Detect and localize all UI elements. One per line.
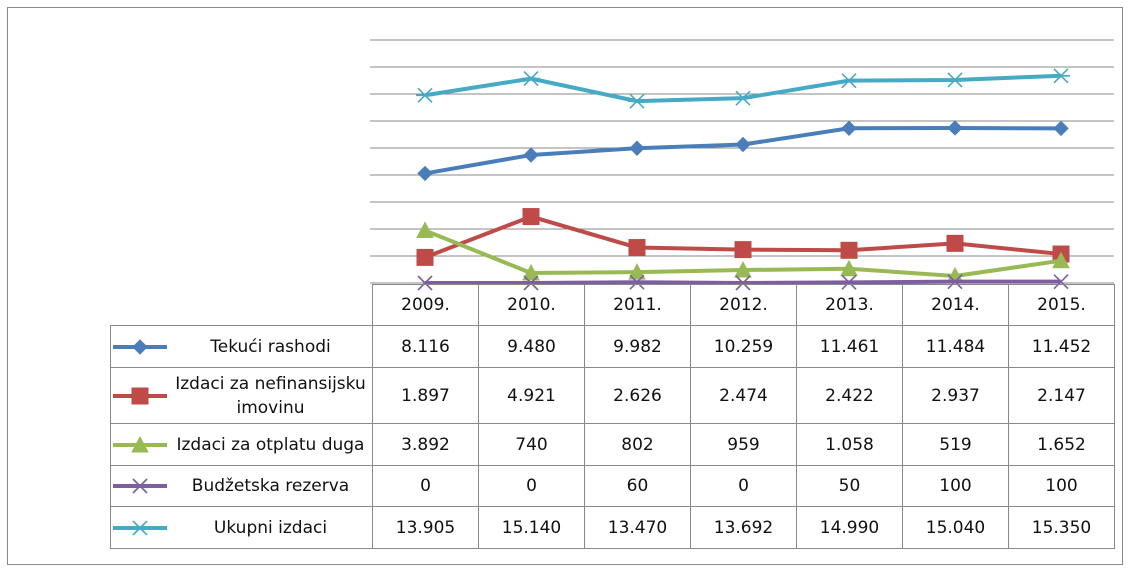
table-cell: 0 <box>478 465 585 507</box>
marker <box>1052 251 1070 269</box>
marker <box>840 241 858 259</box>
marker <box>416 87 434 103</box>
marker <box>841 274 857 290</box>
table-cell: 2.147 <box>1008 367 1115 424</box>
table-cell: 9.982 <box>584 325 691 368</box>
table-cell: 1.058 <box>796 423 903 466</box>
table-header: 2015. <box>1008 284 1115 326</box>
legend-entry: Izdaci za otplatu duga <box>110 423 373 466</box>
marker <box>522 263 540 281</box>
table-cell: 10.259 <box>690 325 797 368</box>
table-cell: 13.470 <box>584 506 691 549</box>
table-cell: 2.937 <box>902 367 1009 424</box>
table-cell: 2.422 <box>796 367 903 424</box>
table-cell: 959 <box>690 423 797 466</box>
table-cell: 50 <box>796 465 903 507</box>
table-header: 2009. <box>372 284 479 326</box>
table-cell: 0 <box>690 465 797 507</box>
table-cell: 14.990 <box>796 506 903 549</box>
chart-frame <box>7 7 1123 565</box>
table-cell: 13.905 <box>372 506 479 549</box>
marker <box>523 275 539 291</box>
table-cell: 100 <box>902 465 1009 507</box>
table-cell: 15.140 <box>478 506 585 549</box>
legend-key <box>113 435 167 452</box>
marker <box>1052 68 1070 84</box>
marker <box>1053 120 1069 137</box>
marker <box>735 275 751 291</box>
legend-label: Izdaci za otplatu duga <box>176 434 365 455</box>
marker <box>523 147 539 163</box>
table-cell: 100 <box>1008 465 1115 507</box>
legend-key <box>113 519 167 536</box>
marker <box>734 241 752 259</box>
table-header: 2013. <box>796 284 903 326</box>
marker <box>628 93 646 109</box>
table-cell: 9.480 <box>478 325 585 368</box>
table-cell: 3.892 <box>372 423 479 466</box>
table-cell: 15.350 <box>1008 506 1115 549</box>
marker <box>416 248 434 266</box>
table-cell: 11.461 <box>796 325 903 368</box>
legend-entry: Ukupni izdaci <box>110 506 373 549</box>
table-cell: 13.692 <box>690 506 797 549</box>
marker <box>522 208 540 226</box>
marker <box>629 274 645 290</box>
table-cell: 0 <box>372 465 479 507</box>
table-header: 2014. <box>902 284 1009 326</box>
legend-key <box>113 338 167 355</box>
marker <box>946 72 964 88</box>
marker <box>947 120 963 136</box>
legend-label: Budžetska rezerva <box>191 476 350 496</box>
marker <box>946 234 964 252</box>
marker <box>416 221 434 238</box>
marker <box>947 274 963 290</box>
table-cell: 1.897 <box>372 367 479 424</box>
marker <box>840 73 858 89</box>
legend-label: Tekući rashodi <box>210 336 331 357</box>
table-cell: 11.452 <box>1008 325 1115 368</box>
legend-entry: Tekući rashodi <box>110 325 373 368</box>
marker <box>735 136 751 153</box>
marker <box>734 260 752 278</box>
table-header: 2012. <box>690 284 797 326</box>
table-cell: 8.116 <box>372 325 479 368</box>
marker <box>132 338 148 355</box>
table-header: 2010. <box>478 284 585 326</box>
marker <box>417 275 433 291</box>
table-cell: 1.652 <box>1008 423 1115 466</box>
table-cell: 11.484 <box>902 325 1009 368</box>
legend-entry: Izdaci za nefinansijsku imovinu <box>110 367 373 424</box>
table-cell: 2.626 <box>584 367 691 424</box>
table-header: 2011. <box>584 284 691 326</box>
table-cell: 740 <box>478 423 585 466</box>
table-cell: 4.921 <box>478 367 585 424</box>
marker <box>131 435 149 452</box>
marker <box>131 387 149 404</box>
marker <box>522 71 540 87</box>
marker <box>840 259 858 277</box>
marker <box>628 239 646 257</box>
table-cell: 15.040 <box>902 506 1009 549</box>
marker <box>628 263 646 280</box>
table-cell: 60 <box>584 465 691 507</box>
marker <box>734 90 752 106</box>
marker <box>629 140 645 156</box>
legend-label: Izdaci za nefinansijsku imovinu <box>175 373 366 418</box>
legend-entry: Budžetska rezerva <box>110 465 373 507</box>
marker <box>841 120 857 136</box>
legend-label: Ukupni izdaci <box>213 517 328 538</box>
legend-key <box>113 478 167 494</box>
legend-key <box>113 387 167 404</box>
table-cell: 519 <box>902 423 1009 466</box>
table-cell: 802 <box>584 423 691 466</box>
marker <box>1053 274 1069 290</box>
table-cell: 2.474 <box>690 367 797 424</box>
marker <box>132 478 148 494</box>
marker <box>131 519 149 536</box>
marker <box>417 165 433 182</box>
